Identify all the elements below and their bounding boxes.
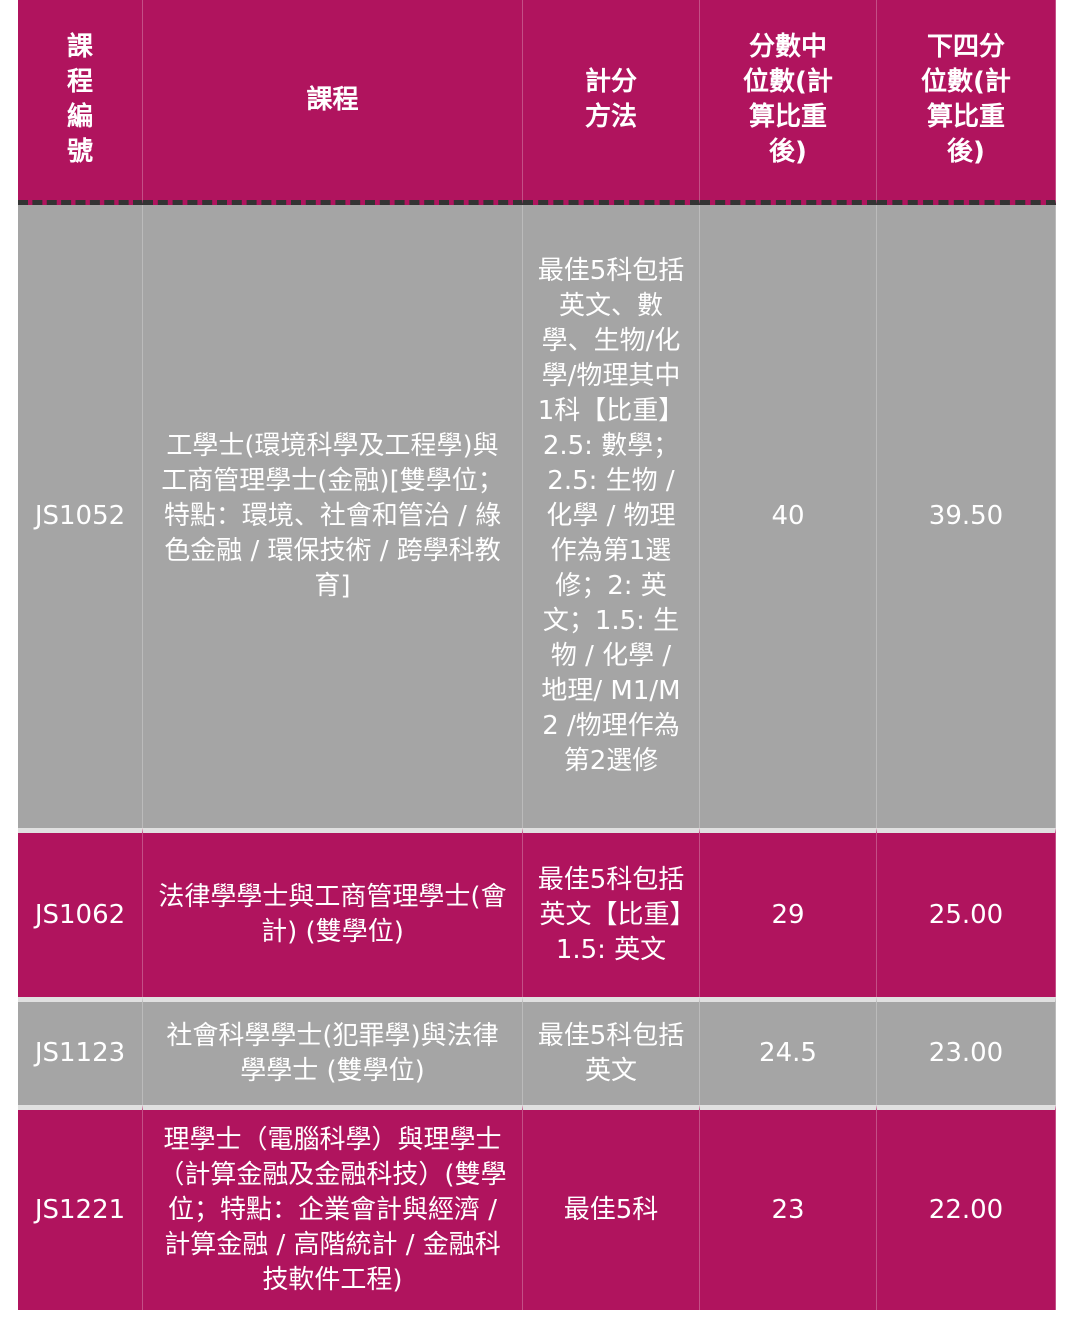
header-code: 課程編號: [18, 0, 143, 205]
median-score: 23: [700, 1105, 877, 1310]
program-name: 理學士（電腦科學）與理學士（計算金融及金融科技）(雙學位；特點：企業會計與經濟 …: [143, 1105, 523, 1310]
program-name: 法律學學士與工商管理學士(會計) (雙學位): [143, 828, 523, 997]
median-score: 40: [700, 205, 877, 828]
scoring-method: 最佳5科包括英文: [523, 997, 700, 1105]
header-median: 分數中位數(計算比重後): [700, 0, 877, 205]
scoring-method: 最佳5科包括英文【比重】1.5: 英文: [523, 828, 700, 997]
header-lower-quartile: 下四分位數(計算比重後): [877, 0, 1056, 205]
program-name: 工學士(環境科學及工程學)與工商管理學士(金融)[雙學位；特點：環境、社會和管治…: [143, 205, 523, 828]
lower-quartile-score: 39.50: [877, 205, 1056, 828]
table-row: JS1221 理學士（電腦科學）與理學士（計算金融及金融科技）(雙學位；特點：企…: [18, 1105, 1056, 1310]
median-score: 29: [700, 828, 877, 997]
median-score: 24.5: [700, 997, 877, 1105]
admission-scores-table: 課程編號 課程 計分方法 分數中位數(計算比重後) 下四分位數(計算比重後) J…: [18, 0, 1056, 1310]
lower-quartile-score: 23.00: [877, 997, 1056, 1105]
header-method: 計分方法: [523, 0, 700, 205]
course-code: JS1123: [18, 997, 143, 1105]
course-code: JS1221: [18, 1105, 143, 1310]
lower-quartile-score: 25.00: [877, 828, 1056, 997]
header-program: 課程: [143, 0, 523, 205]
course-code: JS1062: [18, 828, 143, 997]
scoring-method: 最佳5科包括英文、數學、生物/化學/物理其中1科【比重】2.5: 數學；2.5:…: [523, 205, 700, 828]
lower-quartile-score: 22.00: [877, 1105, 1056, 1310]
table-row: JS1123 社會科學學士(犯罪學)與法律學學士 (雙學位) 最佳5科包括英文 …: [18, 997, 1056, 1105]
table-row: JS1062 法律學學士與工商管理學士(會計) (雙學位) 最佳5科包括英文【比…: [18, 828, 1056, 997]
scoring-method: 最佳5科: [523, 1105, 700, 1310]
program-name: 社會科學學士(犯罪學)與法律學學士 (雙學位): [143, 997, 523, 1105]
table-row: JS1052 工學士(環境科學及工程學)與工商管理學士(金融)[雙學位；特點：環…: [18, 205, 1056, 828]
course-code: JS1052: [18, 205, 143, 828]
header-row: 課程編號 課程 計分方法 分數中位數(計算比重後) 下四分位數(計算比重後): [18, 0, 1056, 205]
